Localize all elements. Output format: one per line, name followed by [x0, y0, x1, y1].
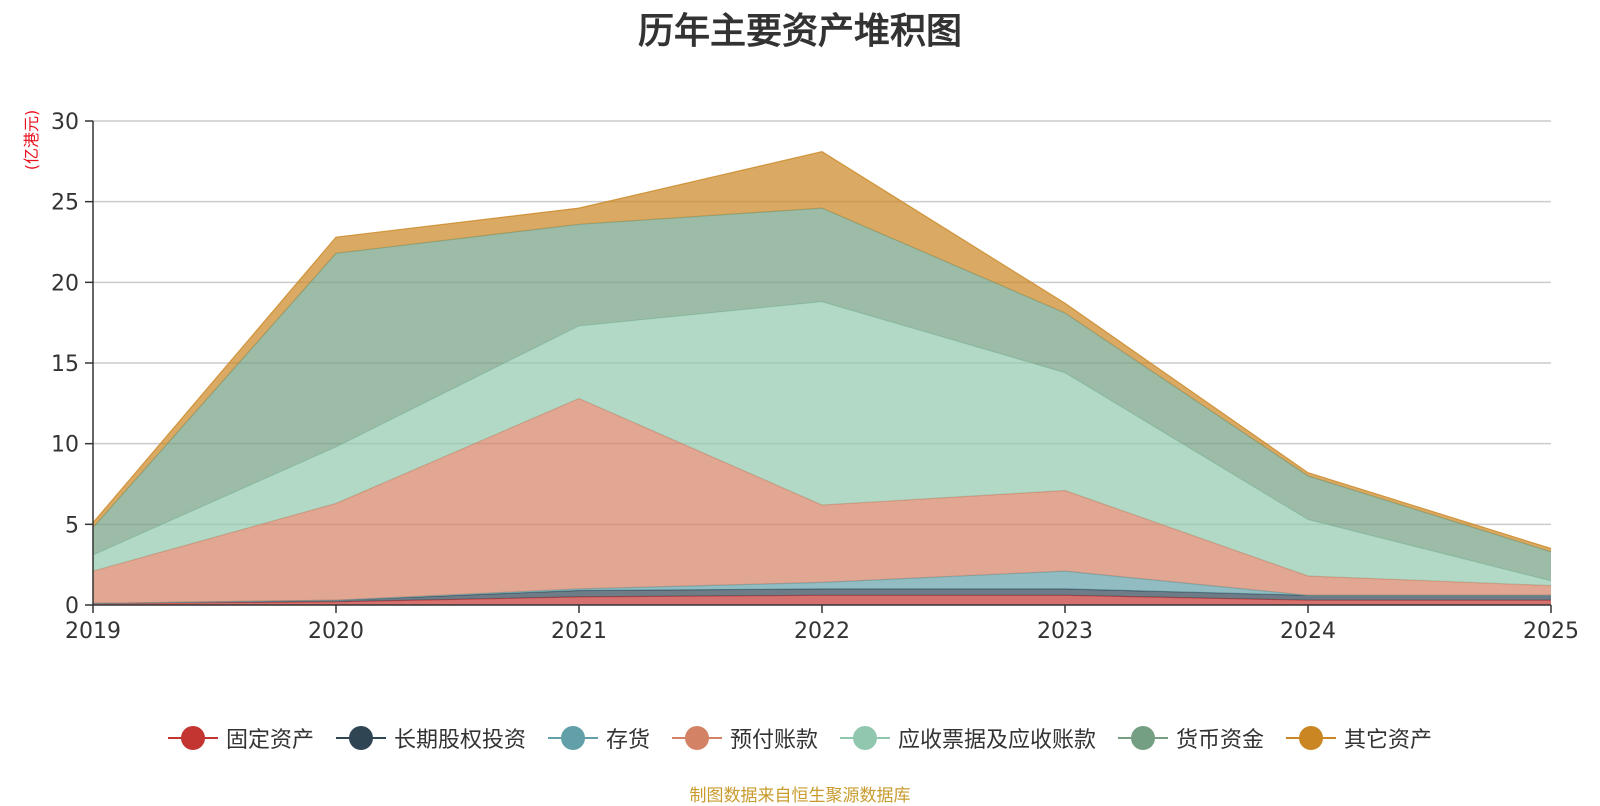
legend-label-1: 长期股权投资 [393, 728, 526, 753]
x-tick-label-2024: 2024 [1280, 619, 1336, 644]
legend-item-4[interactable]: 应收票据及应收账款 [840, 722, 1096, 754]
legend-label-3: 预付账款 [729, 728, 818, 753]
legend: 固定资产 长期股权投资 存货 预付账款 应收票据及应收账款 货币资金 其它资产 [0, 720, 1600, 756]
y-tick-label-30: 30 [51, 110, 79, 135]
legend-label-4: 应收票据及应收账款 [898, 728, 1097, 753]
area-series-5 [93, 208, 1551, 581]
area-series-4 [93, 301, 1551, 586]
y-tick-label-5: 5 [65, 513, 79, 538]
legend-swatch-0 [167, 726, 218, 750]
area-series-2 [93, 571, 1551, 604]
legend-dot-5 [1131, 726, 1156, 750]
x-tick-label-2023: 2023 [1037, 619, 1093, 644]
legend-swatch-1 [335, 726, 386, 750]
legend-swatch-5 [1118, 726, 1169, 750]
legend-item-0[interactable]: 固定资产 [167, 722, 314, 754]
legend-swatch-6 [1286, 726, 1337, 750]
legend-dot-0 [180, 726, 205, 750]
x-tick-label-2020: 2020 [308, 619, 364, 644]
legend-dot-6 [1299, 726, 1324, 750]
legend-label-0: 固定资产 [225, 728, 314, 753]
legend-label-6: 其它资产 [1344, 728, 1433, 753]
legend-item-1[interactable]: 长期股权投资 [335, 722, 526, 754]
legend-item-3[interactable]: 预付账款 [671, 722, 818, 754]
legend-label-5: 货币资金 [1176, 728, 1265, 753]
legend-dot-2 [560, 726, 585, 750]
legend-swatch-4 [840, 726, 890, 750]
x-tick-label-2025: 2025 [1523, 619, 1579, 644]
legend-item-5[interactable]: 货币资金 [1118, 722, 1264, 754]
legend-swatch-2 [547, 726, 598, 750]
legend-label-2: 存货 [605, 728, 650, 753]
area-series-0 [93, 595, 1551, 605]
y-tick-label-25: 25 [51, 191, 79, 216]
legend-item-6[interactable]: 其它资产 [1286, 722, 1432, 754]
legend-dot-3 [684, 726, 709, 750]
legend-dot-1 [348, 726, 373, 750]
area-edge-6 [92, 151, 1552, 550]
legend-swatch-3 [671, 726, 722, 750]
y-tick-label-10: 10 [51, 433, 79, 458]
y-tick-label-20: 20 [51, 271, 79, 296]
y-tick-label-0: 0 [65, 594, 79, 619]
chart-title: 历年主要资产堆积图 [637, 11, 962, 52]
source-note: 制图数据来自恒生聚源数据库 [689, 786, 911, 806]
legend-item-2[interactable]: 存货 [547, 722, 650, 754]
x-tick-label-2019: 2019 [65, 619, 121, 644]
area-series-3 [93, 398, 1551, 604]
y-tick-label-15: 15 [51, 352, 79, 377]
area-series [92, 151, 1552, 605]
legend-dot-4 [853, 726, 877, 750]
x-tick-label-2021: 2021 [551, 619, 607, 644]
x-tick-label-2022: 2022 [794, 619, 850, 644]
